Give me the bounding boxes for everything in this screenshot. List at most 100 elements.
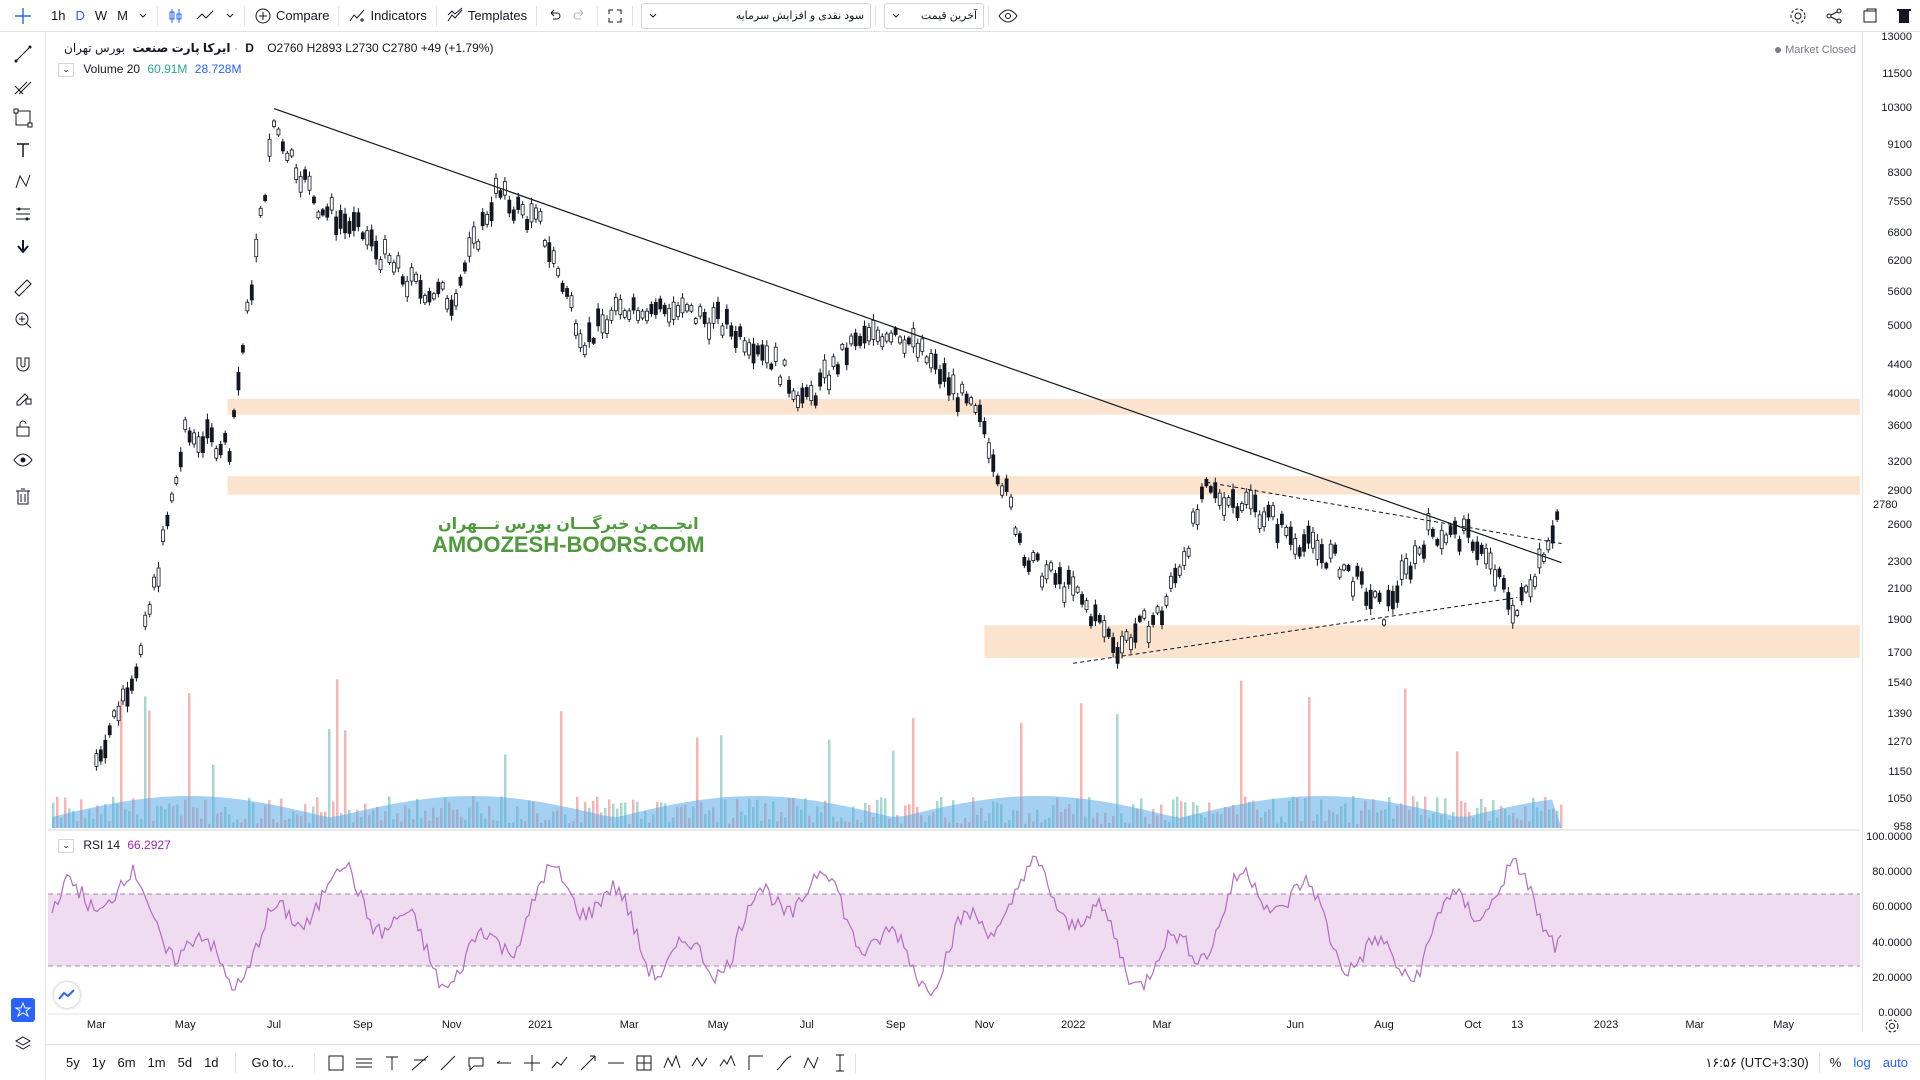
share-icon[interactable] [1816,0,1852,32]
compare-button[interactable]: Compare [249,0,334,32]
pattern-tool-icon[interactable] [11,170,35,194]
fib-tool-icon[interactable] [409,1052,431,1074]
unlock-icon[interactable] [11,416,35,440]
candle-body [1168,575,1173,589]
price-axis-label: 13000 [1881,31,1912,43]
candle-body [1262,511,1267,528]
candle-body [1084,600,1089,611]
rectangle-tool-icon[interactable] [325,1052,347,1074]
snapshot-icon[interactable] [1852,0,1888,32]
candle-body [409,267,414,282]
chart-pane[interactable]: Mar May Jul Sep Nov 2021 Mar May Jul Sep Nov 2022 Ma… [48,32,1861,1032]
interval-w[interactable]: W [94,8,108,23]
redo-icon[interactable] [567,0,593,32]
candle-body [1151,615,1156,625]
candle-body [1111,637,1116,653]
price-axis[interactable]: 2780 13000 11500 10300 9100 8300 7550 6800 6200… [1862,31,1920,1032]
visibility-eye-icon[interactable] [11,448,35,472]
favorites-star-icon[interactable] [11,998,35,1022]
horizontal-ray-tool-icon[interactable] [493,1052,515,1074]
trendline-tool-icon[interactable] [437,1052,459,1074]
callout-tool-icon[interactable] [465,1052,487,1074]
horizontal-line-tool-icon[interactable] [605,1052,627,1074]
indicators-button[interactable]: Indicators [343,0,431,32]
candle-body [258,207,263,216]
text-tool-icon[interactable] [381,1052,403,1074]
axis-settings-gear-icon[interactable] [1880,1014,1904,1038]
lock-drawing-icon[interactable] [11,384,35,408]
xabcd-tool-icon[interactable] [661,1052,683,1074]
candle-body [1413,545,1417,564]
goto-button[interactable]: Go to... [251,1055,295,1070]
candle-body [1319,544,1324,564]
undo-icon[interactable] [541,0,567,32]
candle-body [973,405,978,413]
parallel-channel-tool-icon[interactable] [353,1052,375,1074]
brush-tool-icon[interactable] [773,1052,795,1074]
candle-body [480,212,485,227]
text-tool-icon[interactable] [11,138,35,162]
ruler-icon[interactable] [11,276,35,300]
range-1d[interactable]: 1d [204,1055,219,1070]
trendline-tool-icon[interactable] [11,42,35,66]
range-5y[interactable]: 5y [66,1055,80,1070]
interval-d[interactable]: D [75,8,85,23]
log-toggle[interactable]: log [1853,1055,1871,1070]
elliott-wave-tool-icon[interactable] [717,1052,739,1074]
settings-gear-icon[interactable] [1780,0,1816,32]
candles-icon[interactable] [162,0,190,32]
line-chart-icon[interactable] [190,0,220,32]
arrow-tool-icon[interactable] [577,1052,599,1074]
arrow-down-icon[interactable] [11,234,35,258]
gann-box-tool-icon[interactable] [633,1052,655,1074]
path-tool-icon[interactable] [549,1052,571,1074]
magnet-icon[interactable] [11,352,35,376]
candle-body [431,293,436,300]
range-1y[interactable]: 1y [91,1055,106,1070]
range-6m[interactable]: 6m [117,1055,136,1070]
templates-button[interactable]: Templates [441,0,532,32]
prediction-tool-icon[interactable] [11,202,35,226]
candle-body [369,229,374,247]
trash-icon[interactable] [1888,0,1920,32]
candle-body [343,213,347,234]
candle-body [1044,564,1049,580]
candle-body [574,323,578,336]
chevron-down-icon[interactable] [133,0,153,32]
percent-toggle[interactable]: % [1829,1055,1842,1070]
eye-icon[interactable] [993,0,1023,32]
range-1m[interactable]: 1m [147,1055,166,1070]
pitchfork-tool-icon[interactable] [11,74,35,98]
rectangle-tool-icon[interactable] [11,106,35,130]
volume-bar [696,737,699,828]
range-5d[interactable]: 5d [177,1055,193,1070]
zoom-in-icon[interactable] [11,308,35,332]
candle-body [152,576,157,588]
symbol-name[interactable]: ایرکا پارت صنعت [132,41,231,55]
collapse-chevron-icon[interactable]: ⌄ [58,838,74,853]
candle-body [1408,565,1413,580]
candle-body [218,443,223,456]
abcd-tool-icon[interactable] [689,1052,711,1074]
price-dropdown[interactable]: آخرین قیمت [884,2,985,29]
tradingview-logo-icon[interactable] [54,982,80,1008]
fullscreen-icon[interactable] [602,0,628,32]
remove-drawings-icon[interactable] [11,484,35,508]
measure-tool-icon[interactable] [829,1052,851,1074]
interval-m[interactable]: M [117,8,128,23]
price-chart[interactable]: Mar May Jul Sep Nov 2021 Mar May Jul Sep Nov 2022 Ma… [48,32,1861,1032]
clock-timezone[interactable]: ۱۶:۵۶ (UTC+3:30) [1705,1054,1809,1070]
candle-body [1466,518,1471,538]
auto-toggle[interactable]: auto [1882,1055,1908,1070]
dividend-dropdown[interactable]: سود نقدی و افزایش سرمایه [641,2,872,29]
pattern-tool-icon[interactable] [801,1052,823,1074]
collapse-chevron-icon[interactable]: ⌄ [58,62,74,77]
candle-body [178,451,183,468]
candle-body [445,298,450,310]
interval-1h[interactable]: 1h [51,8,66,23]
projection-tool-icon[interactable] [745,1052,767,1074]
layers-icon[interactable] [11,1032,35,1056]
crosshair-icon[interactable] [0,0,46,32]
chevron-down-icon[interactable] [220,0,240,32]
crosshair-tool-icon[interactable] [521,1052,543,1074]
